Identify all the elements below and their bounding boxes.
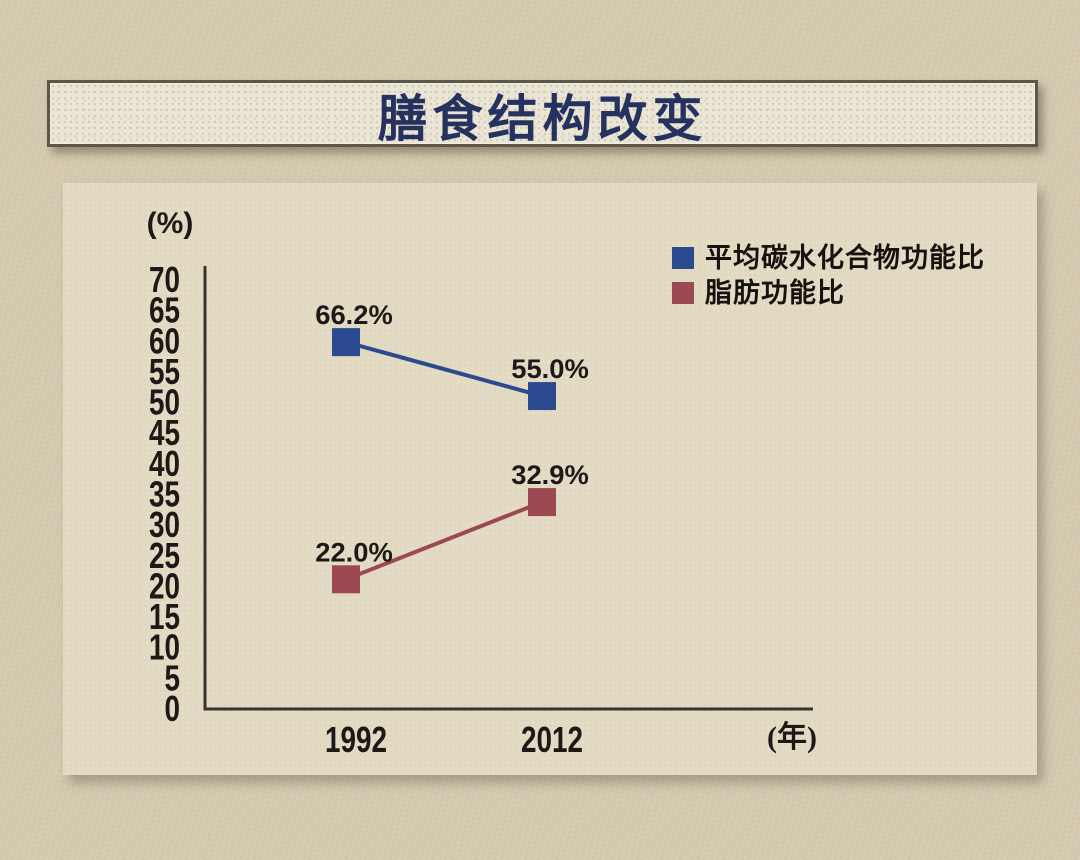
legend-label-fat: 脂肪功能比: [705, 277, 845, 308]
title-banner: 膳食结构改变: [47, 80, 1038, 147]
chart-legend: 平均碳水化合物功能比 脂肪功能比: [672, 242, 985, 317]
chart-panel: [63, 183, 1037, 775]
page-title: 膳食结构改变: [377, 90, 708, 147]
legend-swatch-blue-icon: [672, 247, 694, 269]
legend-swatch-red-icon: [672, 282, 694, 304]
legend-label-carbohydrate: 平均碳水化合物功能比: [705, 242, 985, 273]
legend-item-fat: 脂肪功能比: [672, 277, 985, 308]
x-axis-unit-label: (年): [767, 721, 817, 754]
y-axis-unit-label: (%): [146, 207, 194, 240]
legend-item-carbohydrate: 平均碳水化合物功能比: [672, 242, 985, 273]
